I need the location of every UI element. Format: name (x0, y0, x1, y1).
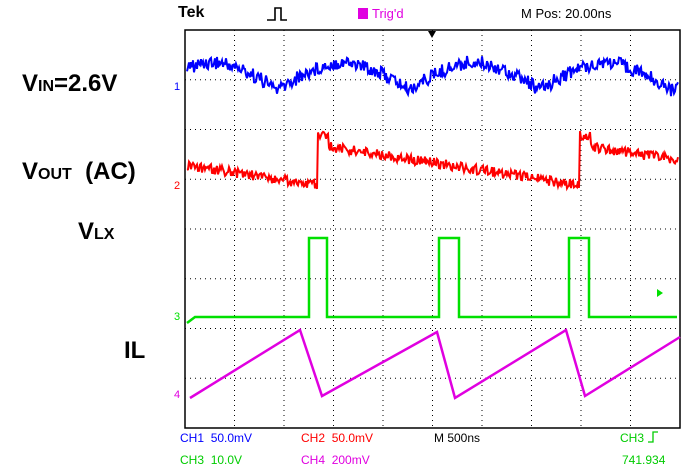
trigger-status-icon (358, 8, 368, 19)
trigger-position-marker (428, 31, 436, 38)
ch2-marker: 2 (174, 180, 180, 192)
trigger-status: Trig'd (358, 6, 404, 21)
ch4-marker: 4 (174, 389, 180, 401)
ch3-scale: CH3 10.0V (180, 453, 243, 467)
vlx-label: VLX (78, 218, 115, 245)
ch1-scale: CH1 50.0mV (180, 431, 253, 445)
rising-edge-icon (648, 431, 659, 443)
ch3-trace (186, 236, 677, 324)
ch4-scale: CH4 200mV (301, 453, 370, 467)
ch1-trace (186, 55, 679, 98)
vout-label: VOUT (AC) (22, 158, 136, 185)
trigger-source: CH3 (620, 431, 659, 445)
graticule-grid (185, 30, 680, 428)
ch4-trace (189, 328, 681, 400)
horizontal-position: M Pos: 20.00ns (521, 6, 612, 21)
brand-label: Tek (178, 4, 205, 21)
ch2-scale: CH2 50.0mV (301, 431, 374, 445)
ch3-trigger-level-marker (657, 289, 663, 297)
ch3-marker: 3 (174, 311, 180, 323)
il-label: IL (124, 337, 146, 364)
timebase: M 500ns (434, 431, 481, 445)
ch1-marker: 1 (174, 81, 180, 93)
frequency-readout: 741.934 (622, 453, 666, 467)
vin-label: VIN=2.6V (22, 70, 118, 97)
trigger-edge-icon (267, 7, 287, 21)
ch2-trace (186, 130, 679, 192)
